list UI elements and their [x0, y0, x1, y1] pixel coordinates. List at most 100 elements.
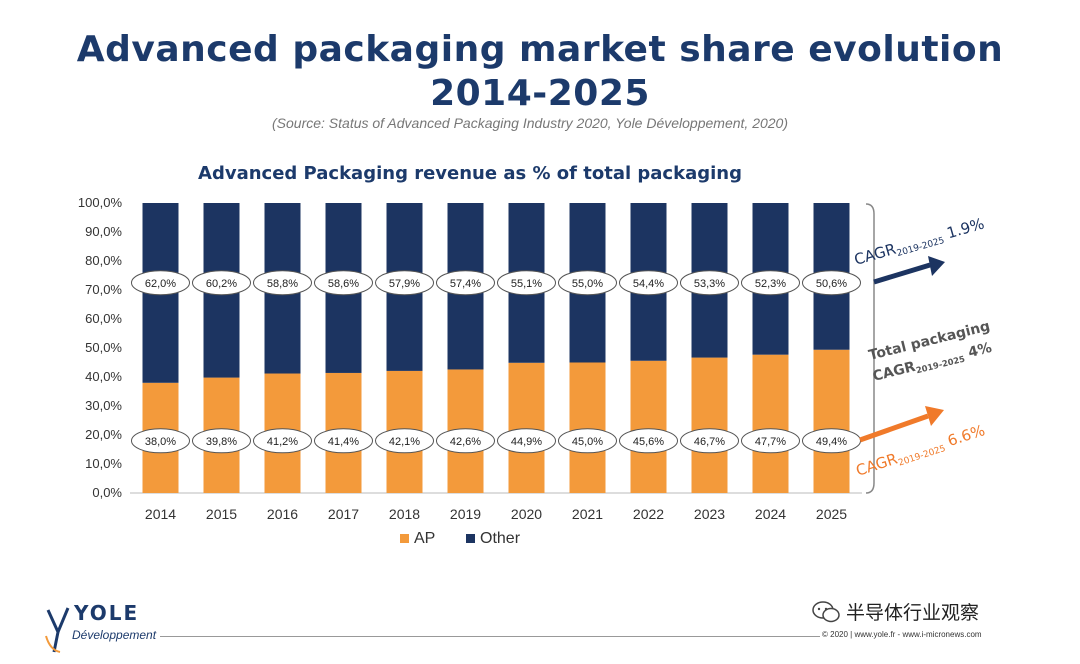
data-label-bubble: [314, 428, 373, 454]
data-label-other: 62,0%: [145, 278, 176, 290]
data-label-bubble: [558, 428, 617, 454]
data-label-other: 53,3%: [694, 278, 725, 290]
x-tick-label: 2022: [633, 506, 664, 522]
y-tick-label: 0,0%: [92, 485, 122, 500]
source-note: (Source: Status of Advanced Packaging In…: [272, 115, 788, 131]
data-label-ap: 42,1%: [389, 436, 420, 448]
data-label-ap: 41,2%: [267, 436, 298, 448]
page-title: Advanced packaging market share evolutio…: [0, 28, 1080, 116]
data-label-other: 58,6%: [328, 278, 359, 290]
data-label-other: 55,0%: [572, 278, 603, 290]
x-tick-label: 2021: [572, 506, 603, 522]
yole-logo: YOLE Développement: [44, 598, 174, 656]
footer-copyright: © 2020 | www.yole.fr - www.i-micronews.c…: [822, 630, 982, 639]
title-line-2: 2014-2025: [430, 73, 650, 114]
data-label-other: 54,4%: [633, 278, 664, 290]
data-label-bubble: [375, 270, 434, 296]
data-label-bubble: [375, 428, 434, 454]
y-tick-label: 30,0%: [85, 398, 122, 413]
data-label-ap: 41,4%: [328, 436, 359, 448]
x-tick-label: 2014: [145, 506, 176, 522]
y-tick-label: 60,0%: [85, 311, 122, 326]
y-tick-label: 50,0%: [85, 340, 122, 355]
y-tick-label: 10,0%: [85, 456, 122, 471]
bar-ap-2020: [508, 362, 545, 493]
x-tick-label: 2015: [206, 506, 237, 522]
data-label-other: 58,8%: [267, 278, 298, 290]
data-label-bubble: [436, 270, 495, 296]
data-label-ap: 44,9%: [511, 436, 542, 448]
total-bracket: [865, 203, 875, 494]
wechat-icon: [812, 600, 840, 622]
data-label-other: 52,3%: [755, 278, 786, 290]
x-tick-label: 2016: [267, 506, 298, 522]
data-label-bubble: [314, 270, 373, 296]
x-tick-label: 2024: [755, 506, 786, 522]
x-tick-label: 2020: [511, 506, 542, 522]
footer-divider: [160, 636, 820, 637]
yole-logo-mark-icon: [45, 607, 70, 653]
watermark: 半导体行业观察: [812, 598, 979, 625]
data-label-other: 50,6%: [816, 278, 847, 290]
y-tick-label: 20,0%: [85, 427, 122, 442]
y-tick-label: 90,0%: [85, 224, 122, 239]
y-tick-label: 40,0%: [85, 369, 122, 384]
data-label-bubble: [741, 270, 800, 296]
y-tick-label: 70,0%: [85, 282, 122, 297]
ap-cagr-arrowhead: [925, 406, 944, 426]
legend-swatch-other: [466, 534, 475, 543]
legend-label-other: Other: [480, 530, 521, 547]
data-label-bubble: [192, 270, 251, 296]
data-label-other: 60,2%: [206, 278, 237, 290]
x-tick-label: 2025: [816, 506, 847, 522]
data-label-bubble: [680, 270, 739, 296]
x-tick-label: 2019: [450, 506, 481, 522]
data-label-bubble: [619, 270, 678, 296]
data-label-bubble: [436, 428, 495, 454]
other-cagr-arrow: [873, 262, 931, 285]
data-label-bubble: [131, 428, 190, 454]
data-label-ap: 42,6%: [450, 436, 481, 448]
data-label-bubble: [741, 428, 800, 454]
watermark-text: 半导体行业观察: [846, 602, 980, 624]
stacked-bar-chart: 0,0% 10,0% 20,0% 30,0% 40,0% 50,0% 60,0% 70,0% 8…: [78, 195, 994, 547]
legend-swatch-ap: [400, 534, 409, 543]
x-tick-label: 2018: [389, 506, 420, 522]
other-cagr-label: CAGR2019-2025 1.9%: [852, 214, 987, 270]
data-label-ap: 46,7%: [694, 436, 725, 448]
bar-ap-2021: [569, 362, 606, 493]
bar-ap-2024: [752, 354, 789, 493]
data-label-ap: 45,0%: [572, 436, 603, 448]
data-label-bubble: [680, 428, 739, 454]
y-tick-label: 100,0%: [78, 195, 123, 210]
chart-title: Advanced Packaging revenue as % of total…: [198, 163, 742, 184]
bar-ap-2023: [691, 357, 728, 493]
bar-ap-2025: [813, 349, 850, 493]
data-label-ap: 45,6%: [633, 436, 664, 448]
data-label-ap: 39,8%: [206, 436, 237, 448]
ap-cagr-arrow: [859, 413, 929, 443]
title-line-1: Advanced packaging market share evolutio…: [76, 29, 1004, 70]
x-tick-label: 2017: [328, 506, 359, 522]
data-label-bubble: [192, 428, 251, 454]
logo-subtitle: Développement: [72, 628, 157, 642]
data-label-other: 55,1%: [511, 278, 542, 290]
data-label-ap: 47,7%: [755, 436, 786, 448]
legend-label-ap: AP: [414, 530, 435, 547]
bar-ap-2022: [630, 360, 667, 493]
data-label-bubble: [253, 428, 312, 454]
data-label-other: 57,9%: [389, 278, 420, 290]
data-label-ap: 49,4%: [816, 436, 847, 448]
data-label-bubble: [619, 428, 678, 454]
data-label-bubble: [131, 270, 190, 296]
logo-name: YOLE: [74, 601, 140, 625]
y-tick-label: 80,0%: [85, 253, 122, 268]
x-tick-label: 2023: [694, 506, 725, 522]
data-label-bubble: [497, 428, 556, 454]
data-label-other: 57,4%: [450, 278, 481, 290]
data-label-ap: 38,0%: [145, 436, 176, 448]
data-label-bubble: [497, 270, 556, 296]
data-label-bubble: [802, 270, 861, 296]
other-cagr-arrowhead: [928, 256, 945, 276]
data-label-bubble: [558, 270, 617, 296]
